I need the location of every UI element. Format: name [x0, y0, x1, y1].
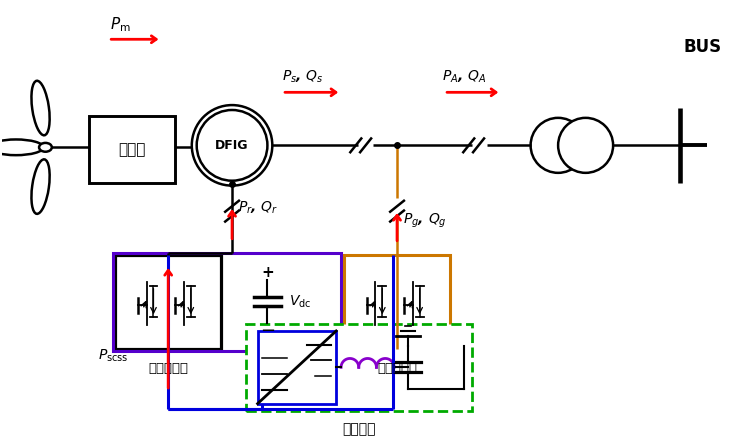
Text: $P_{\rm scss}$: $P_{\rm scss}$ — [98, 347, 128, 364]
Text: BUS: BUS — [684, 38, 722, 56]
Bar — [88, 116, 175, 183]
Text: 储能装置: 储能装置 — [342, 422, 375, 436]
Bar — [246, 324, 472, 410]
Bar — [344, 255, 450, 349]
Text: 齿轮筱: 齿轮筱 — [118, 142, 145, 157]
Circle shape — [531, 118, 585, 173]
Text: −: − — [260, 322, 275, 340]
Circle shape — [196, 110, 267, 181]
Bar — [113, 253, 341, 350]
Text: 网侧变流器: 网侧变流器 — [377, 362, 417, 375]
Circle shape — [558, 118, 613, 173]
Bar — [115, 255, 221, 349]
Text: $P_{r}$, $Q_{r}$: $P_{r}$, $Q_{r}$ — [238, 200, 278, 216]
Bar — [258, 331, 336, 404]
Text: 机侧变流器: 机侧变流器 — [148, 362, 188, 375]
Circle shape — [192, 105, 272, 186]
Text: $P_{\rm m}$: $P_{\rm m}$ — [110, 15, 131, 34]
Text: +: + — [261, 265, 274, 279]
Text: $P_{s}$, $Q_{s}$: $P_{s}$, $Q_{s}$ — [282, 68, 324, 85]
Text: DFIG: DFIG — [215, 139, 249, 152]
Text: $V_{\rm dc}$: $V_{\rm dc}$ — [289, 293, 312, 310]
Text: $P_{A}$, $Q_{A}$: $P_{A}$, $Q_{A}$ — [442, 68, 487, 85]
Text: $P_{g}$, $Q_{g}$: $P_{g}$, $Q_{g}$ — [403, 212, 447, 230]
Ellipse shape — [39, 143, 52, 152]
